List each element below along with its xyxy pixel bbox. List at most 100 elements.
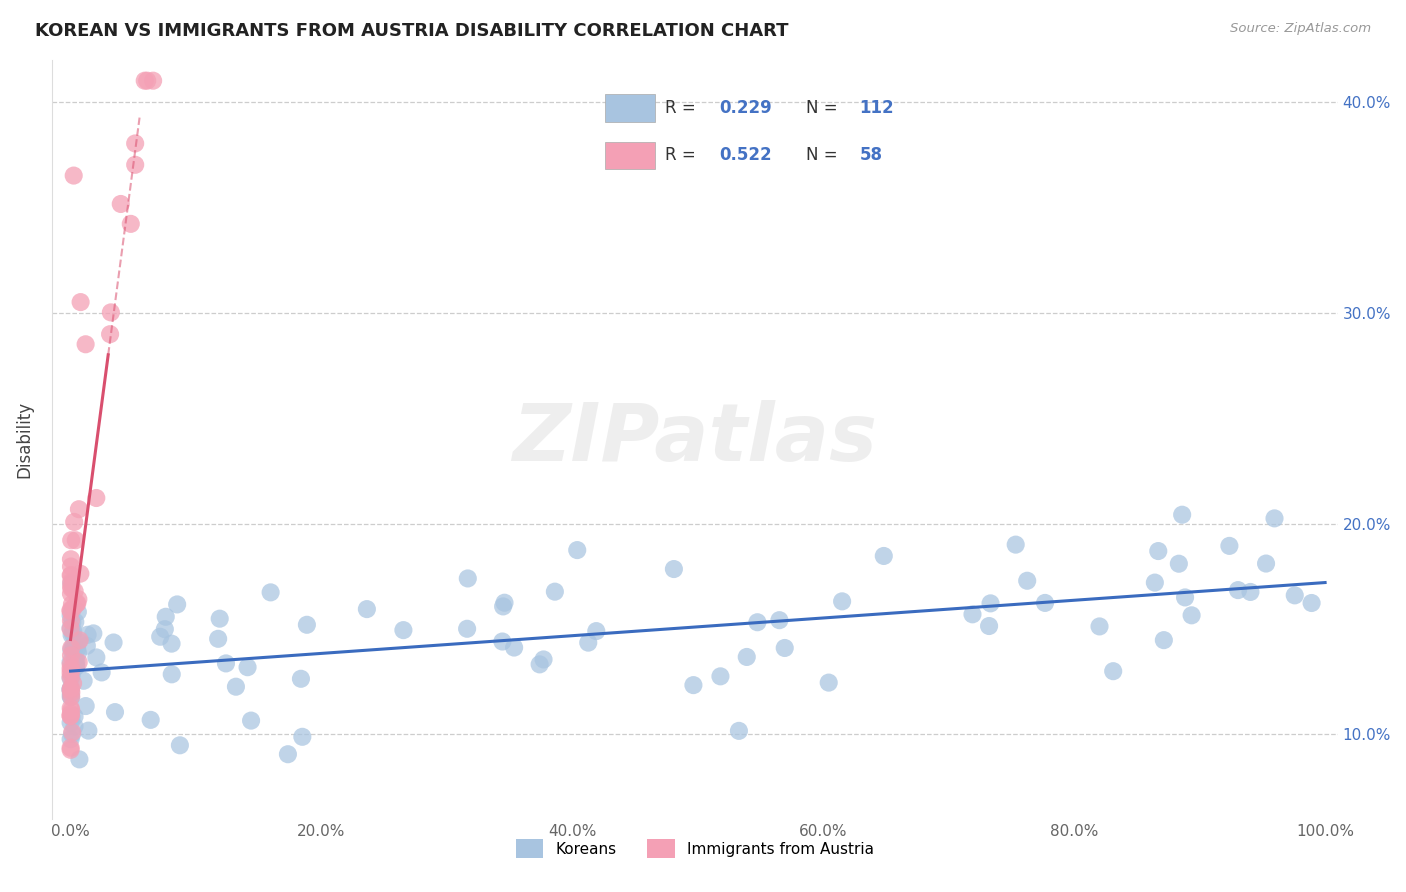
Point bbox=[65, 615, 87, 629]
Point bbox=[77, 723, 100, 738]
Point bbox=[980, 596, 1002, 610]
Point bbox=[59, 568, 82, 582]
Point bbox=[1254, 557, 1277, 571]
Point bbox=[277, 747, 299, 762]
Point bbox=[662, 562, 685, 576]
Point bbox=[60, 580, 83, 594]
Point bbox=[60, 603, 83, 617]
Point bbox=[544, 584, 567, 599]
Point bbox=[75, 699, 97, 714]
Point bbox=[166, 598, 188, 612]
Point bbox=[59, 690, 82, 704]
Point bbox=[585, 624, 607, 639]
Point bbox=[831, 594, 853, 608]
Point bbox=[456, 622, 478, 636]
Point bbox=[682, 678, 704, 692]
Point bbox=[66, 605, 89, 619]
Point bbox=[100, 305, 122, 319]
Point bbox=[491, 634, 513, 648]
Point bbox=[59, 559, 82, 574]
Point bbox=[59, 701, 82, 715]
Point bbox=[69, 633, 91, 648]
Point bbox=[169, 739, 191, 753]
Point bbox=[1153, 633, 1175, 648]
Point bbox=[59, 686, 82, 700]
Point bbox=[59, 706, 82, 721]
Point bbox=[59, 665, 82, 680]
Point bbox=[215, 657, 238, 671]
Point bbox=[457, 571, 479, 585]
Point bbox=[62, 639, 84, 653]
Point bbox=[62, 643, 84, 657]
Point bbox=[1239, 585, 1261, 599]
Point bbox=[139, 713, 162, 727]
Point bbox=[60, 576, 83, 591]
Point bbox=[59, 614, 82, 628]
Point bbox=[153, 622, 176, 636]
Point bbox=[503, 640, 526, 655]
Point bbox=[84, 491, 107, 505]
Point bbox=[59, 657, 82, 672]
Point bbox=[291, 730, 314, 744]
Point bbox=[207, 632, 229, 646]
Point bbox=[60, 582, 83, 596]
Point bbox=[1143, 575, 1166, 590]
Point bbox=[67, 634, 90, 648]
Point bbox=[494, 596, 516, 610]
Point bbox=[59, 552, 82, 566]
Point bbox=[59, 604, 82, 618]
Point bbox=[728, 723, 751, 738]
Point bbox=[63, 709, 86, 723]
Point bbox=[59, 743, 82, 757]
Y-axis label: Disability: Disability bbox=[15, 401, 32, 478]
Point bbox=[67, 655, 90, 669]
Point bbox=[533, 652, 555, 666]
Point bbox=[62, 627, 84, 641]
Point bbox=[65, 533, 87, 548]
Point bbox=[62, 600, 84, 615]
Point bbox=[60, 668, 83, 682]
Point bbox=[1102, 664, 1125, 678]
Point bbox=[62, 642, 84, 657]
Point bbox=[1017, 574, 1039, 588]
Point bbox=[59, 648, 82, 663]
Point bbox=[576, 635, 599, 649]
Point bbox=[208, 612, 231, 626]
Point bbox=[59, 621, 82, 635]
Point bbox=[59, 740, 82, 755]
Point bbox=[59, 681, 82, 695]
Point bbox=[1167, 557, 1189, 571]
Point bbox=[86, 650, 108, 665]
Point bbox=[59, 670, 82, 684]
Point bbox=[65, 597, 87, 611]
Point bbox=[240, 714, 263, 728]
Point bbox=[63, 719, 86, 733]
Point bbox=[1171, 508, 1194, 522]
Text: Source: ZipAtlas.com: Source: ZipAtlas.com bbox=[1230, 22, 1371, 36]
Point bbox=[60, 615, 83, 629]
Point bbox=[75, 337, 97, 351]
Point bbox=[65, 658, 87, 673]
Point bbox=[59, 587, 82, 601]
Point bbox=[60, 643, 83, 657]
Point bbox=[60, 725, 83, 739]
Point bbox=[62, 624, 84, 639]
Point bbox=[63, 515, 86, 529]
Point bbox=[72, 673, 94, 688]
Point bbox=[1147, 544, 1170, 558]
Point bbox=[69, 566, 91, 581]
Point bbox=[59, 662, 82, 676]
Point bbox=[136, 73, 159, 87]
Point bbox=[768, 613, 790, 627]
Point bbox=[567, 543, 589, 558]
Point bbox=[236, 660, 259, 674]
Point bbox=[76, 639, 98, 653]
Point bbox=[67, 592, 90, 607]
Point bbox=[59, 708, 82, 723]
Legend: Koreans, Immigrants from Austria: Koreans, Immigrants from Austria bbox=[509, 833, 880, 864]
Point bbox=[60, 568, 83, 582]
Point bbox=[59, 681, 82, 696]
Point bbox=[392, 623, 415, 637]
Point bbox=[104, 705, 127, 719]
Point bbox=[103, 635, 125, 649]
